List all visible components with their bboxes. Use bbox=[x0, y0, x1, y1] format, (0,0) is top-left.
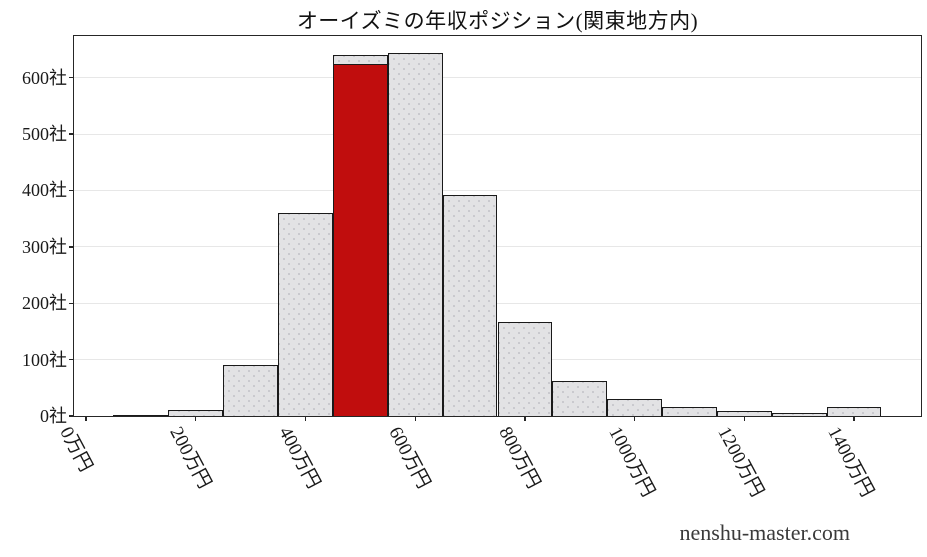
histogram-bar bbox=[716, 410, 772, 416]
x-tick-label: 1200万円 bbox=[713, 423, 768, 501]
x-tick-label: 1400万円 bbox=[823, 423, 878, 501]
y-tick-label: 500社 bbox=[22, 124, 67, 145]
x-tick-label: 800万円 bbox=[494, 423, 545, 493]
y-tick-mark bbox=[69, 302, 74, 304]
histogram-bar bbox=[442, 195, 498, 416]
x-tick-mark bbox=[85, 416, 87, 421]
chart-title: オーイズミの年収ポジション(関東地方内) bbox=[296, 9, 699, 33]
y-tick-mark bbox=[69, 77, 74, 79]
x-tick-mark bbox=[414, 416, 416, 421]
x-tick-label: 0万円 bbox=[55, 423, 97, 476]
y-tick-label: 400社 bbox=[22, 180, 67, 201]
y-gridline bbox=[74, 302, 921, 304]
x-tick-label: 1000万円 bbox=[603, 423, 659, 501]
x-tick-label: 400万円 bbox=[274, 423, 325, 493]
histogram-bar bbox=[552, 381, 608, 416]
x-tick-mark bbox=[195, 416, 197, 421]
x-tick-mark bbox=[304, 416, 307, 421]
histogram-bar bbox=[278, 213, 333, 416]
histogram-bar bbox=[387, 53, 443, 416]
y-tick-label: 600社 bbox=[22, 67, 67, 88]
histogram-bar bbox=[826, 406, 882, 416]
y-tick-label: 0社 bbox=[40, 406, 67, 426]
histogram-bar bbox=[497, 321, 553, 416]
plot-area: 0社 100社 200社 300社 400社 500社 600社 0万円 200万円 400万円 6… bbox=[22, 35, 922, 501]
x-tick-label: 600万円 bbox=[384, 423, 435, 493]
y-gridline bbox=[74, 133, 921, 135]
y-tick-mark bbox=[69, 133, 74, 135]
histogram-bar bbox=[113, 414, 169, 416]
y-gridline bbox=[74, 246, 921, 248]
y-tick-label: 200社 bbox=[22, 293, 67, 314]
x-tick-label: 200万円 bbox=[165, 423, 215, 493]
histogram-bar bbox=[168, 410, 224, 416]
x-tick-mark bbox=[633, 416, 636, 421]
x-tick-mark bbox=[524, 416, 526, 421]
y-gridline bbox=[74, 189, 921, 191]
histogram-bar bbox=[223, 365, 279, 416]
y-tick-mark bbox=[69, 246, 74, 248]
histogram-bar bbox=[771, 413, 827, 416]
watermark: nenshu-master.com bbox=[679, 520, 850, 545]
y-tick-mark bbox=[69, 358, 74, 361]
x-tick-mark bbox=[743, 416, 746, 421]
y-gridline bbox=[74, 77, 921, 79]
y-tick-label: 300社 bbox=[22, 236, 67, 257]
histogram-bar bbox=[607, 398, 663, 416]
y-tick-label: 100社 bbox=[22, 349, 67, 370]
histogram-bar bbox=[662, 406, 717, 416]
y-tick-mark bbox=[69, 415, 74, 417]
y-tick-mark bbox=[69, 189, 74, 192]
x-tick-mark bbox=[853, 416, 855, 421]
highlighted-bar bbox=[332, 63, 388, 416]
